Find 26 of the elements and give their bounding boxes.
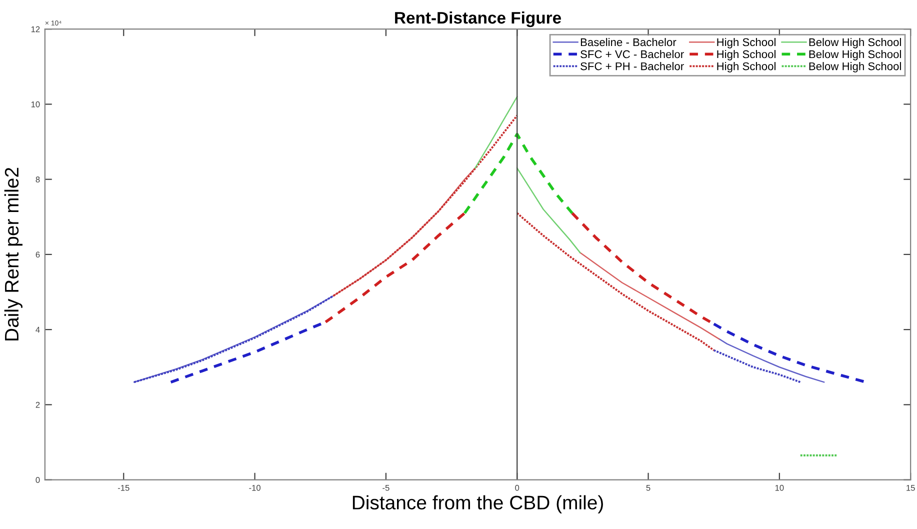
legend-label: High School — [717, 62, 776, 72]
y-tick-label: 0 — [36, 477, 40, 483]
legend-label: SFC + VC - Bachelor — [580, 50, 684, 58]
x-tick-label: 0 — [515, 484, 520, 491]
x-tick-label: -15 — [118, 484, 130, 491]
y-tick-label: 8 — [36, 176, 40, 182]
x-tick-label: 5 — [646, 484, 650, 491]
legend-label: Below High School — [809, 62, 901, 72]
y-tick-label: 10 — [31, 101, 40, 108]
legend-label: Below High School — [809, 50, 901, 60]
x-tick-label: -10 — [249, 484, 260, 491]
x-axis-title: Distance from the CBD (mile) — [352, 495, 603, 514]
legend-label: High School — [717, 38, 776, 48]
x-tick-label: 15 — [906, 484, 915, 491]
x-tick-label: 10 — [775, 484, 784, 491]
chart-title: Rent-Distance Figure — [395, 11, 562, 28]
y-tick-label: 12 — [31, 26, 40, 32]
legend-label: Baseline - Bachelor — [580, 38, 676, 46]
y-axis-title: Daily Rent per mile2 — [4, 168, 22, 340]
legend-label: Below High School — [809, 38, 901, 48]
x-tick-label: -5 — [382, 484, 390, 491]
y-tick-label: 6 — [36, 252, 40, 258]
y-tick-label: 2 — [36, 402, 40, 408]
legend-label: High School — [717, 50, 776, 60]
legend-label: SFC + PH - Bachelor — [580, 62, 684, 70]
y-tick-label: 4 — [36, 326, 40, 333]
